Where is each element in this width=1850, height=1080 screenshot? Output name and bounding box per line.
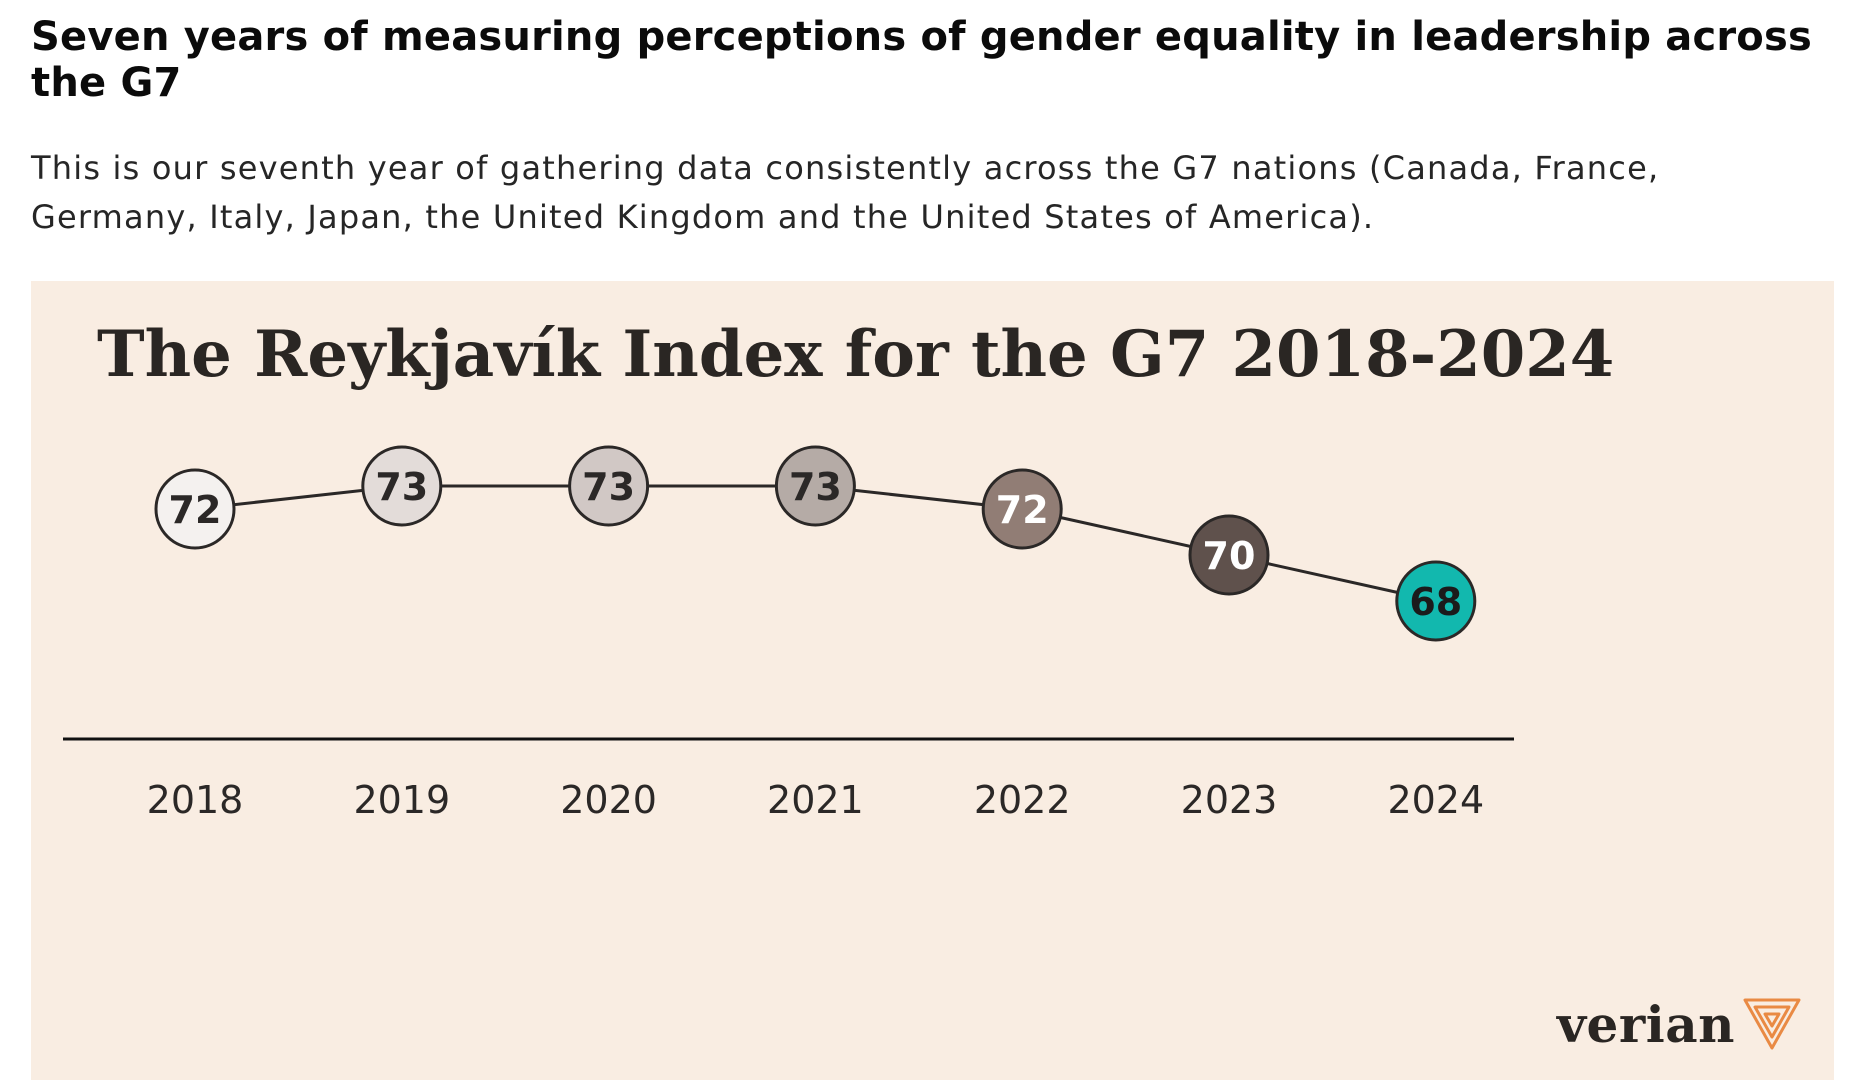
data-label-2018: 72 bbox=[169, 488, 222, 532]
data-point-2024 bbox=[1395, 560, 1477, 642]
data-point-2020 bbox=[568, 445, 650, 527]
reykjavik-index-chart: The Reykjavík Index for the G7 2018-2024… bbox=[63, 317, 1614, 822]
data-point-2019 bbox=[361, 445, 443, 527]
data-point-2018 bbox=[154, 468, 236, 550]
chart-panel: The Reykjavík Index for the G7 2018-2024… bbox=[31, 281, 1834, 1080]
data-label-2021: 73 bbox=[789, 465, 842, 509]
brand-wordmark: verian bbox=[1557, 994, 1735, 1054]
chart-title: The Reykjavík Index for the G7 2018-2024 bbox=[97, 317, 1614, 392]
page-headline: Seven years of measuring perceptions of … bbox=[31, 14, 1813, 106]
data-label-2020: 73 bbox=[582, 465, 635, 509]
verian-logo: verian bbox=[1557, 984, 1801, 1064]
data-label-2023: 70 bbox=[1203, 534, 1256, 578]
x-tick-label-2021: 2021 bbox=[767, 778, 864, 822]
intro-paragraph: This is our seventh year of gathering da… bbox=[31, 149, 1660, 236]
data-point-2021 bbox=[774, 445, 856, 527]
x-tick-label-2023: 2023 bbox=[1181, 778, 1278, 822]
data-label-2024: 68 bbox=[1409, 580, 1462, 624]
x-tick-label-2022: 2022 bbox=[974, 778, 1071, 822]
data-label-2019: 73 bbox=[375, 465, 428, 509]
data-point-2023 bbox=[1188, 514, 1270, 596]
x-tick-label-2018: 2018 bbox=[147, 778, 244, 822]
x-tick-label-2024: 2024 bbox=[1387, 778, 1484, 822]
x-tick-label-2020: 2020 bbox=[560, 778, 657, 822]
data-point-2022 bbox=[981, 468, 1063, 550]
verian-chevron-logo-icon bbox=[1743, 998, 1801, 1050]
x-tick-label-2019: 2019 bbox=[353, 778, 450, 822]
data-label-2022: 72 bbox=[996, 488, 1049, 532]
